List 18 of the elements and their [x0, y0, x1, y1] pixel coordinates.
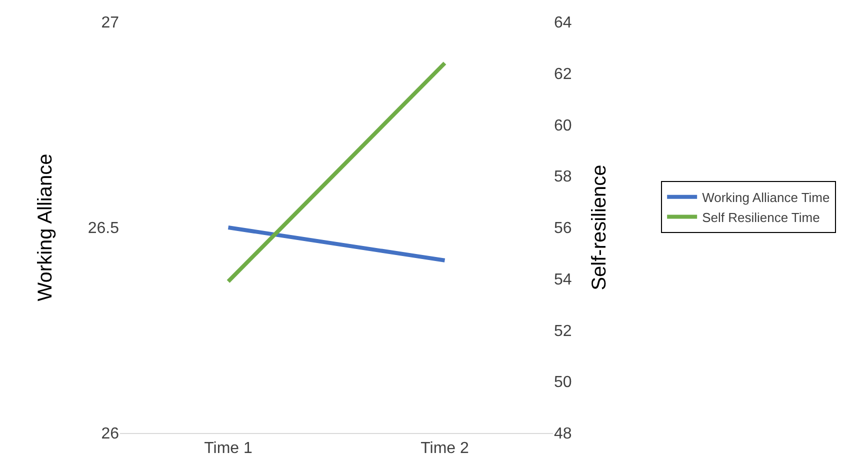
x-tick-label: Time 2 [420, 440, 469, 458]
y-tick-label: 27 [101, 14, 120, 32]
y-axis-title: Working Alliance [34, 154, 56, 302]
y-tick-label: 26 [101, 426, 120, 443]
y2-tick-label: 64 [554, 14, 572, 32]
y2-tick-label: 58 [554, 168, 572, 186]
y2-tick-label: 50 [554, 374, 572, 392]
y2-tick-label: 56 [554, 220, 572, 238]
y2-axis-title: Self-resilience [588, 164, 610, 290]
x-tick-label: Time 1 [204, 440, 252, 458]
y2-tick-label: 62 [554, 66, 572, 83]
y2-tick-label: 60 [554, 117, 572, 134]
legend-label: Working Alliance Time [702, 190, 830, 205]
legend-label: Self Resilience Time [702, 210, 820, 225]
y2-tick-label: 48 [554, 426, 572, 443]
y2-tick-label: 54 [554, 271, 572, 288]
y2-tick-label: 52 [554, 322, 572, 340]
y-tick-label: 26.5 [88, 220, 120, 238]
